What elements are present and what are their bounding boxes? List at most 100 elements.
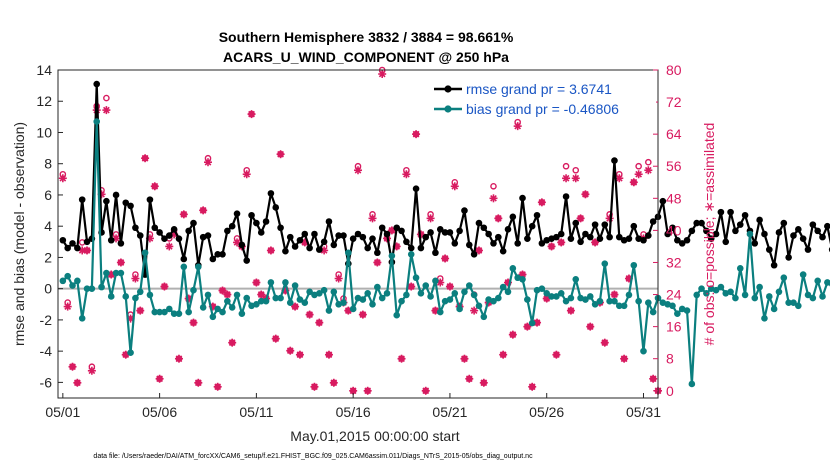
rmse-point-10: [107, 236, 115, 244]
obs-assimilated-point-96: [523, 322, 532, 331]
rmse-point-118: [630, 222, 638, 230]
rmse-point-58: [340, 232, 347, 239]
bias-point-23: [170, 310, 178, 317]
bias-point-70: [398, 297, 405, 305]
asterisk-stroke: [156, 375, 163, 383]
rmse-point-148: [775, 229, 783, 236]
bias-point-114: [611, 297, 618, 305]
obs-assimilated-point-53: [315, 318, 324, 327]
bias-point-71: [403, 291, 410, 299]
asterisk-stroke: [320, 247, 328, 254]
bias-point-48: [291, 282, 299, 289]
asterisk-stroke: [625, 275, 633, 282]
obs-assimilated-point-15: [131, 274, 140, 283]
asterisk-stroke: [528, 383, 536, 391]
x-tick-label-6: 05/31: [626, 404, 661, 420]
rmse-point-53: [315, 246, 323, 253]
rmse-point-62: [359, 233, 367, 241]
asterisk-stroke: [538, 198, 546, 206]
bias-point-37: [238, 310, 246, 317]
rmse-point-82: [456, 227, 463, 235]
rmse-point-144: [756, 216, 763, 224]
asterisk-stroke: [557, 239, 565, 246]
asterisk-stroke: [378, 70, 386, 78]
bias-point-74: [417, 290, 425, 297]
bias-point-120: [640, 347, 647, 355]
obs-assimilated-point-102: [552, 350, 561, 359]
rmse-point-92: [504, 226, 512, 233]
obs-assimilated-point-80: [445, 282, 454, 291]
obs-assimilated-point-103: [557, 238, 566, 247]
rmse-point-91: [499, 247, 507, 255]
rmse-point-105: [567, 235, 575, 242]
obs-assimilated-point-112: [600, 338, 609, 347]
rmse-point-106: [572, 219, 580, 227]
asterisk-stroke: [228, 339, 236, 347]
bias-point-7: [93, 118, 101, 125]
bias-point-115: [615, 302, 623, 310]
rmse-point-70: [398, 227, 405, 235]
obs-assimilated-point-104: [562, 174, 571, 183]
bias-point-118: [630, 261, 638, 269]
rmse-point-138: [727, 208, 734, 216]
asterisk-stroke: [465, 375, 473, 383]
rmse-point-61: [354, 230, 362, 238]
obs-assimilated-point-83: [460, 354, 469, 363]
asterisk-stroke: [257, 291, 265, 298]
x-tick-label-0: 05/01: [45, 404, 80, 420]
y2-tick-label-6: 48: [666, 190, 682, 206]
rmse-point-96: [524, 235, 531, 242]
bias-point-16: [136, 288, 144, 296]
y-tick-label-7: 8: [44, 156, 52, 172]
obs-assimilated-point-12: [116, 258, 125, 267]
rmse-point-149: [780, 219, 788, 227]
rmse-point-66: [378, 224, 386, 232]
rmse-point-146: [765, 246, 773, 253]
bias-point-30: [204, 291, 212, 299]
rmse-point-109: [586, 233, 594, 241]
rmse-point-81: [451, 240, 459, 247]
asterisk-stroke: [83, 247, 91, 254]
rmse-point-115: [615, 233, 623, 241]
rmse-point-86: [475, 219, 483, 227]
rmse-point-127: [674, 236, 681, 244]
rmse-point-46: [282, 247, 289, 255]
asterisk-stroke: [480, 379, 488, 387]
asterisk-stroke: [436, 279, 444, 286]
chart-title-line1: Southern Hemisphere 3832 / 3884 = 98.661…: [219, 29, 514, 45]
obs-assimilated-point-77: [431, 306, 440, 315]
bias-point-139: [732, 294, 739, 302]
obs-assimilated-point-115: [615, 174, 624, 183]
bias-point-148: [775, 288, 783, 296]
bias-point-153: [799, 271, 807, 278]
bias-point-69: [393, 311, 401, 319]
rmse-point-74: [417, 244, 425, 252]
bias-point-100: [543, 290, 551, 297]
bias-point-150: [785, 299, 792, 307]
bias-point-105: [567, 294, 575, 302]
y2-tick-label-2: 16: [666, 319, 682, 335]
bias-point-38: [243, 294, 251, 302]
obs-assimilated-point-32: [213, 382, 222, 391]
obs-assimilated-point-61: [354, 166, 362, 175]
obs-assimilated-point-2: [68, 362, 77, 371]
rmse-point-54: [320, 238, 328, 246]
bias-point-151: [790, 299, 797, 307]
bias-point-42: [262, 297, 270, 305]
asterisk-stroke: [582, 190, 589, 198]
bias-point-147: [770, 305, 778, 313]
rmse-point-39: [248, 211, 255, 219]
asterisk-stroke: [165, 243, 173, 250]
rmse-point-150: [785, 254, 792, 261]
y-axis-label-right: # of obs: o=possible; ∗=assimilated: [701, 123, 717, 346]
bias-point-55: [325, 307, 333, 314]
asterisk-stroke: [615, 174, 623, 182]
rmse-point-114: [611, 157, 618, 164]
bias-point-18: [146, 291, 154, 299]
asterisk-stroke: [277, 150, 284, 158]
bias-point-135: [712, 286, 720, 294]
obs-assimilated-point-114: [610, 290, 619, 299]
rmse-point-34: [224, 227, 231, 235]
bias-point-40: [253, 300, 260, 308]
bias-point-66: [378, 294, 386, 302]
